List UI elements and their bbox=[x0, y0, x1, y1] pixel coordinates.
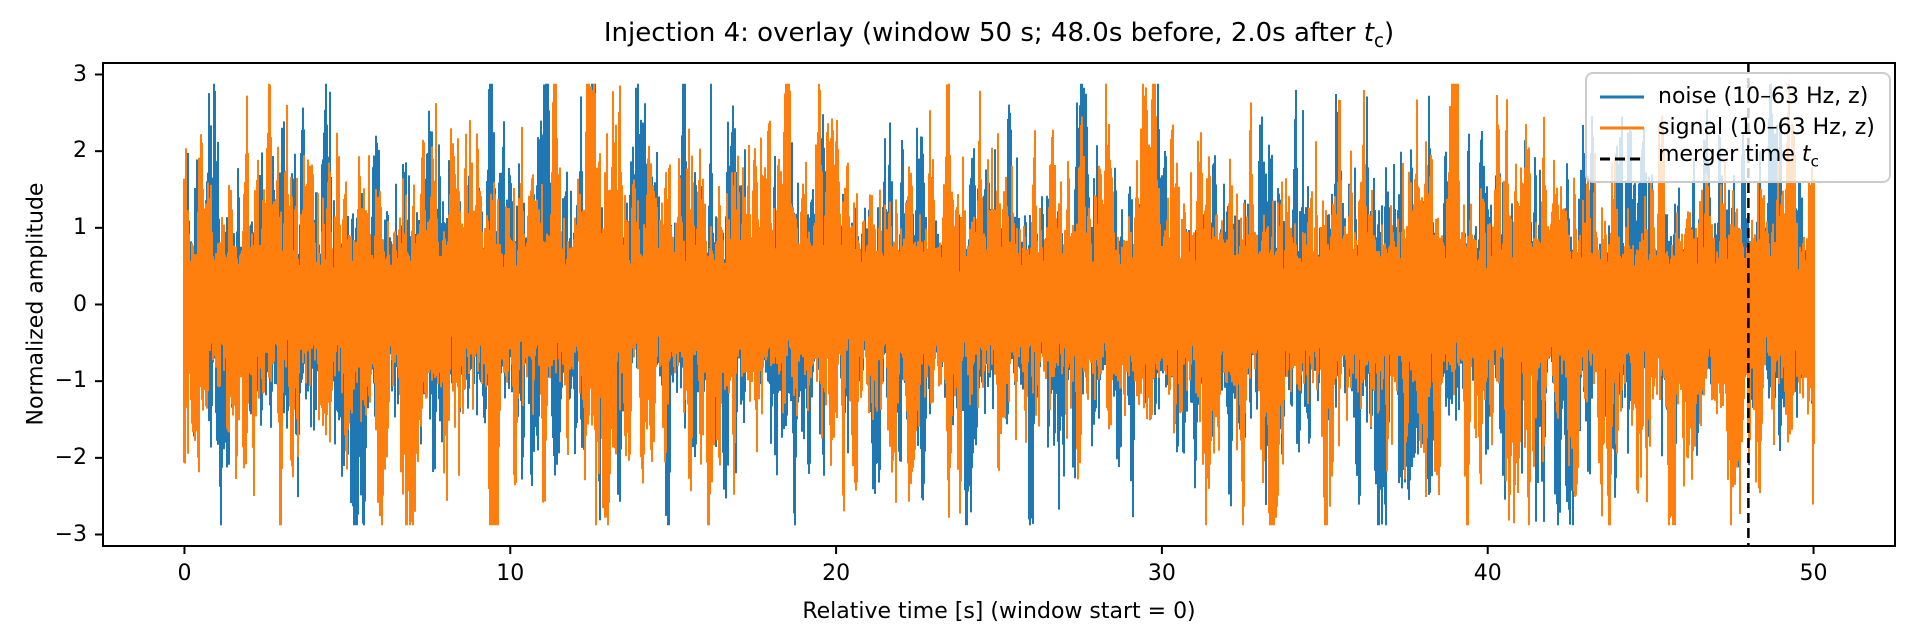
legend-item-merger-time: merger time tc bbox=[1599, 142, 1875, 174]
noise-line-sample-icon bbox=[1600, 95, 1644, 98]
dashed-line-sample-icon bbox=[1600, 157, 1644, 160]
legend-label-signal: signal (10–63 Hz, z) bbox=[1658, 115, 1875, 140]
chart-title-text: Injection 4: overlay (window 50 s; 48.0s… bbox=[603, 18, 1364, 48]
legend-label-noise: noise (10–63 Hz, z) bbox=[1658, 84, 1869, 109]
chart-title-tc-var: t bbox=[1363, 18, 1374, 48]
chart-title-tc-sub: c bbox=[1373, 31, 1384, 53]
x-axis-label: Relative time [s] (window start = 0) bbox=[802, 599, 1196, 624]
legend-label-merger-time: merger time tc bbox=[1658, 142, 1819, 171]
legend-item-noise: noise (10–63 Hz, z) bbox=[1599, 81, 1875, 112]
series-signal bbox=[183, 83, 1815, 526]
signal-line-sample-icon bbox=[1600, 126, 1644, 129]
legend: noise (10–63 Hz, z) signal (10–63 Hz, z)… bbox=[1585, 72, 1891, 183]
legend-item-signal: signal (10–63 Hz, z) bbox=[1599, 112, 1875, 143]
chart-title: Injection 4: overlay (window 50 s; 48.0s… bbox=[103, 16, 1895, 59]
chart-title-suffix: ) bbox=[1383, 18, 1395, 48]
y-axis-label: Normalized amplitude bbox=[23, 182, 49, 426]
